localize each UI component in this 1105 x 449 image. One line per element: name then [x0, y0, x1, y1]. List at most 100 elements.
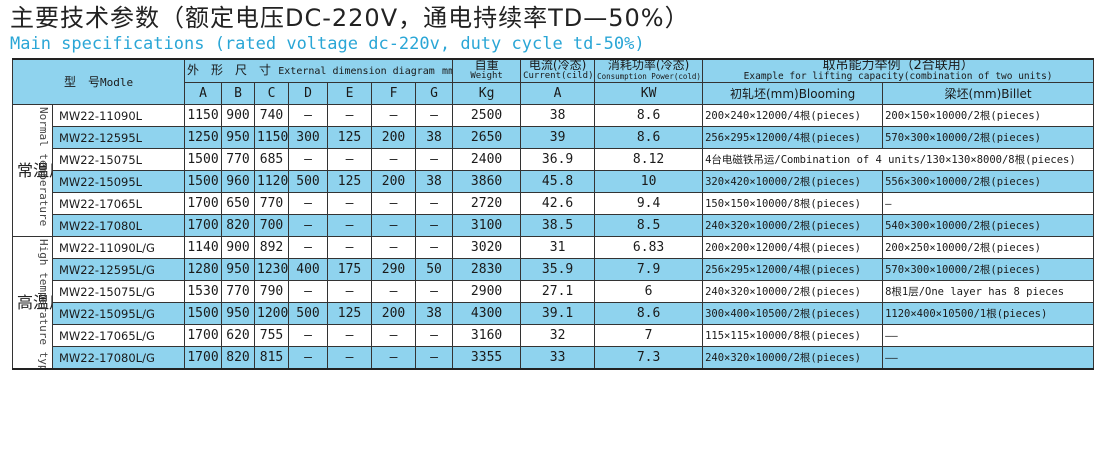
cell-power: 8.6: [594, 302, 704, 325]
cell-weight: 3100: [452, 214, 522, 237]
group-label-en: High temperature type: [37, 239, 50, 369]
table-row: 常温用Normal temperatureMW22-11090L11509007…: [12, 104, 1095, 237]
model-cell: MW22-15095L/G: [51, 302, 186, 325]
cell-current: 27.1: [520, 280, 596, 303]
cell-weight: 3355: [452, 346, 522, 370]
model-cell: MW22-15095L: [51, 170, 186, 193]
cell-weight: 2830: [452, 258, 522, 281]
cell-f: —: [371, 280, 417, 303]
header-row-1: 型 号Modle 外 形 尺 寸 External dimension diag…: [11, 58, 1095, 105]
cell-e: 125: [327, 126, 373, 149]
cell-billet: —: [882, 192, 1095, 215]
group-label-en: Normal temperature: [37, 107, 50, 227]
cell-f: 200: [371, 126, 417, 149]
current-header: 电流(冷态) Current(cild): [520, 58, 596, 83]
table-row: MW22-15075L 1500 770 685— — — —2400 36.9 8.12 4台电…: [13, 148, 1095, 171]
group-label: 常温用Normal temperature: [12, 104, 53, 237]
dim-g-header: G: [415, 82, 454, 105]
cell-current: 31: [520, 236, 596, 259]
cell-f: —: [371, 104, 417, 127]
blooming-header: 初轧坯(mm)Blooming: [702, 82, 884, 105]
model-cell: MW22-17080L/G: [51, 346, 186, 370]
cell-f: —: [371, 192, 417, 215]
cell-g: —: [415, 346, 454, 370]
dim-c-header: C: [254, 82, 290, 105]
cell-g: 50: [415, 258, 454, 281]
cell-power: 8.6: [594, 104, 704, 127]
cell-a: 1700: [184, 192, 223, 215]
cell-power: 8.5: [594, 214, 704, 237]
cell-g: —: [415, 104, 454, 127]
cell-a: 1500: [184, 148, 223, 171]
cell-blooming: 240×320×10000/2根(pieces): [702, 280, 884, 303]
cell-current: 38.5: [520, 214, 596, 237]
cell-b: 900: [221, 104, 256, 127]
cell-c: 1120: [254, 170, 290, 193]
cell-g: 38: [415, 126, 454, 149]
cell-current: 32: [520, 324, 596, 347]
cell-weight: 3860: [452, 170, 522, 193]
billet-header: 梁坯(mm)Billet: [882, 82, 1095, 105]
group-label: 高温用High temperature type: [12, 236, 53, 370]
cell-e: 125: [327, 302, 373, 325]
cell-c: 700: [254, 214, 290, 237]
spec-table: 型 号Modle 外 形 尺 寸 External dimension diag…: [11, 58, 1095, 370]
cell-c: 892: [254, 236, 290, 259]
model-cell: MW22-11090L/G: [51, 236, 186, 259]
model-cell: MW22-15075L: [51, 148, 186, 171]
power-unit-header: KW: [594, 82, 704, 105]
cell-power: 8.6: [594, 126, 704, 149]
table-row: MW22-15095L/G 1500 950 1200 500 125 200 38 4300 3…: [13, 302, 1095, 325]
cell-g: 38: [415, 302, 454, 325]
dim-d-header: D: [288, 82, 329, 105]
cell-d: —: [288, 214, 329, 237]
cell-b: 950: [221, 302, 256, 325]
cell-blooming: 256×295×12000/4根(pieces): [702, 126, 884, 149]
cell-weight: 4300: [452, 302, 522, 325]
model-cell: MW22-11090L: [51, 104, 186, 127]
cell-current: 38: [520, 104, 596, 127]
cell-f: —: [371, 346, 417, 370]
cell-b: 820: [221, 214, 256, 237]
dim-a-header: A: [184, 82, 223, 105]
dim-f-header: F: [371, 82, 417, 105]
table-row: 高温用High temperature typeMW22-11090L/G114…: [12, 236, 1095, 370]
cell-power: 8.12: [594, 148, 704, 171]
cell-power: 6: [594, 280, 704, 303]
cell-e: —: [327, 192, 373, 215]
cell-e: —: [327, 346, 373, 370]
cell-c: 1200: [254, 302, 290, 325]
cell-g: —: [415, 324, 454, 347]
table-row: MW22-15095L 1500 960 1120 500 125 200 38 3860 45.…: [13, 170, 1095, 193]
cell-power: 7.9: [594, 258, 704, 281]
header-row-2: A B C D E F G Kg A KW 初轧坯(mm)Blooming 梁坯…: [12, 82, 1095, 105]
cell-weight: 3020: [452, 236, 522, 259]
cell-billet: 200×250×10000/2根(pieces): [882, 236, 1095, 259]
cell-weight: 2900: [452, 280, 522, 303]
cell-a: 1700: [184, 324, 223, 347]
cell-e: 175: [327, 258, 373, 281]
cell-blooming: 200×200×12000/4根(pieces): [702, 236, 884, 259]
cell-c: 740: [254, 104, 290, 127]
cell-d: 500: [288, 302, 329, 325]
weight-header: 自重 Weight: [452, 58, 522, 83]
cell-a: 1150: [184, 104, 223, 127]
cell-e: —: [327, 280, 373, 303]
cell-blooming: 240×320×10000/2根(pieces): [702, 214, 884, 237]
cell-f: 290: [371, 258, 417, 281]
dimension-header: 外 形 尺 寸 External dimension diagram mm: [184, 58, 454, 83]
cell-f: 200: [371, 170, 417, 193]
cell-power: 9.4: [594, 192, 704, 215]
cell-c: 1150: [254, 126, 290, 149]
cell-weight: 2720: [452, 192, 522, 215]
model-cell: MW22-12595L/G: [51, 258, 186, 281]
current-unit-header: A: [520, 82, 596, 105]
cell-d: —: [288, 346, 329, 370]
spec-body: 常温用Normal temperatureMW22-11090L11509007…: [12, 104, 1095, 370]
cell-power: 7: [594, 324, 704, 347]
cell-weight: 2650: [452, 126, 522, 149]
cell-c: 685: [254, 148, 290, 171]
cell-blooming: 200×240×12000/4根(pieces): [702, 104, 884, 127]
lifting-merged-cell: 4台电磁铁吊运/Combination of 4 units/130×130×8…: [702, 148, 1095, 171]
cell-g: —: [415, 236, 454, 259]
